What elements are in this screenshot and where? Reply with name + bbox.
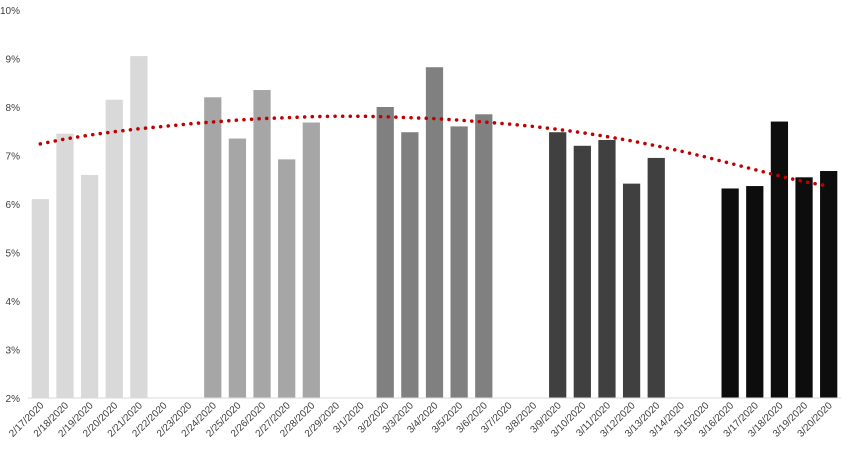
y-tick-label: 10%	[0, 6, 20, 17]
bar	[598, 139, 616, 399]
bar	[56, 133, 74, 399]
x-axis-labels: 2/17/20202/18/20202/19/20202/20/20202/21…	[7, 400, 835, 440]
trendline-path	[38, 114, 831, 188]
bar	[401, 132, 419, 398]
bar	[31, 199, 49, 398]
y-tick-label: 2%	[6, 394, 21, 405]
bar	[721, 188, 739, 398]
bar	[770, 121, 789, 399]
bar	[450, 126, 468, 399]
bar	[622, 183, 641, 398]
y-tick-label: 4%	[6, 297, 21, 308]
y-axis-labels: 2% 3% 4% 5% 6% 7% 8% 9% 10%	[0, 6, 20, 405]
trendline	[38, 114, 831, 188]
bar	[302, 122, 320, 399]
bar	[228, 138, 247, 398]
y-tick-label: 5%	[6, 249, 21, 260]
bar	[425, 67, 444, 398]
bar	[278, 159, 296, 398]
bar	[573, 145, 591, 398]
bar	[795, 177, 813, 398]
bar	[80, 174, 99, 398]
bar	[204, 97, 222, 399]
y-tick-label: 3%	[6, 346, 21, 357]
bar	[253, 90, 271, 399]
bars	[31, 56, 838, 399]
bar	[746, 186, 764, 398]
bar	[549, 132, 567, 398]
y-tick-label: 7%	[6, 152, 21, 163]
bar	[105, 99, 123, 398]
y-tick-label: 6%	[6, 200, 21, 211]
y-tick-label: 9%	[6, 55, 21, 66]
bar	[647, 157, 665, 398]
bar	[475, 114, 493, 399]
bar	[820, 171, 838, 398]
bar	[130, 56, 148, 398]
bar	[376, 107, 394, 398]
y-tick-label: 8%	[6, 103, 21, 114]
